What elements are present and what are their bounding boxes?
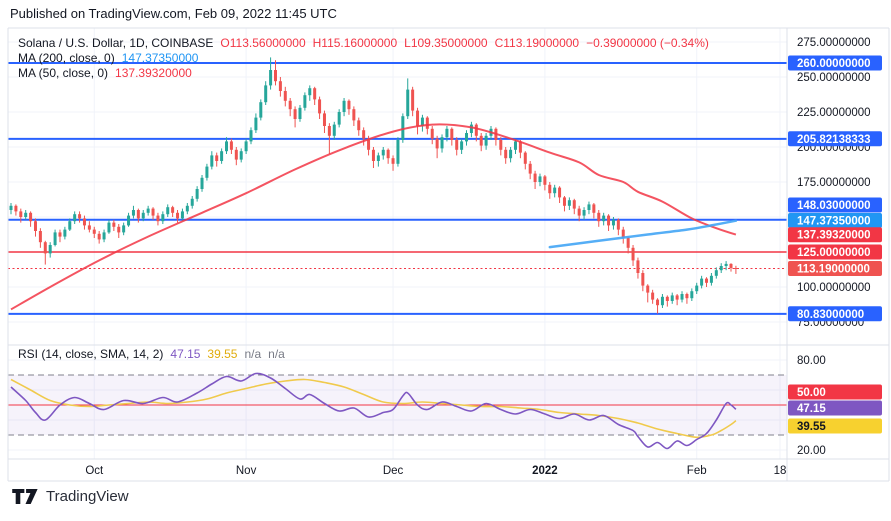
svg-text:125.00000000: 125.00000000 xyxy=(797,247,871,259)
ohlc-high: H115.16000000 xyxy=(312,36,398,50)
rsi-legend-row[interactable]: RSI (14, close, SMA, 14, 2) 47.15 39.55 … xyxy=(18,347,285,362)
svg-text:205.82138333: 205.82138333 xyxy=(797,134,871,146)
price-axis[interactable]: 275.00000000250.00000000225.00000000200.… xyxy=(797,37,871,457)
rsi-label: RSI (14, close, SMA, 14, 2) xyxy=(18,347,164,361)
svg-text:Nov: Nov xyxy=(236,465,257,477)
rsi-na-2: n/a xyxy=(268,347,285,361)
rsi-legend: RSI (14, close, SMA, 14, 2) 47.15 39.55 … xyxy=(18,347,285,362)
svg-text:Dec: Dec xyxy=(383,465,404,477)
svg-text:Oct: Oct xyxy=(85,465,104,477)
svg-text:80.00: 80.00 xyxy=(797,355,826,367)
ma50-legend-row[interactable]: MA (50, close, 0) 137.39320000 xyxy=(18,66,709,81)
ohlc-low: L109.35000000 xyxy=(404,36,488,50)
svg-text:137.39320000: 137.39320000 xyxy=(797,230,871,242)
svg-text:175.00000000: 175.00000000 xyxy=(797,177,871,189)
svg-text:100.00000000: 100.00000000 xyxy=(797,282,871,294)
tradingview-logo-icon xyxy=(12,489,38,504)
svg-text:260.00000000: 260.00000000 xyxy=(797,58,871,70)
chart-frame xyxy=(7,27,890,482)
svg-text:275.00000000: 275.00000000 xyxy=(797,37,871,49)
main-legend: Solana / U.S. Dollar, 1D, COINBASE O113.… xyxy=(18,36,709,81)
svg-text:20.00: 20.00 xyxy=(797,445,826,457)
level-lines xyxy=(8,62,787,315)
symbol-title: Solana / U.S. Dollar, 1D, COINBASE xyxy=(18,36,214,50)
tradingview-logo[interactable]: TradingView xyxy=(12,488,129,505)
ma200-legend-row[interactable]: MA (200, close, 0) 147.37350000 xyxy=(18,51,709,66)
axis-badges: 260.00000000 205.82138333 148.03000000 147.… xyxy=(788,55,882,434)
svg-text:18: 18 xyxy=(774,465,787,477)
ohlc-change: −0.39000000 (−0.34%) xyxy=(586,36,709,50)
svg-text:113.19000000: 113.19000000 xyxy=(797,264,870,276)
rsi-value: 47.15 xyxy=(170,347,201,361)
published-text: Published on TradingView.com, Feb 09, 20… xyxy=(10,6,337,21)
svg-text:225.00000000: 225.00000000 xyxy=(797,107,871,119)
svg-text:250.00000000: 250.00000000 xyxy=(797,72,871,84)
published-bar: Published on TradingView.com, Feb 09, 20… xyxy=(10,0,337,27)
svg-text:2022: 2022 xyxy=(532,465,558,477)
ma200-value: 147.37350000 xyxy=(121,51,199,65)
rsi-band xyxy=(8,374,787,436)
svg-text:47.15: 47.15 xyxy=(797,403,826,415)
ohlc-open: O113.56000000 xyxy=(220,36,306,50)
ma50-label: MA (50, close, 0) xyxy=(18,66,109,80)
svg-text:80.83000000: 80.83000000 xyxy=(797,309,864,321)
tradingview-wordmark: TradingView xyxy=(46,488,129,505)
symbol-legend-row[interactable]: Solana / U.S. Dollar, 1D, COINBASE O113.… xyxy=(18,36,709,51)
rsi-line xyxy=(10,372,737,450)
rsi-sma-value: 39.55 xyxy=(207,347,238,361)
ma200-label: MA (200, close, 0) xyxy=(18,51,115,65)
svg-text:147.37350000: 147.37350000 xyxy=(797,216,871,228)
svg-text:148.03000000: 148.03000000 xyxy=(797,200,871,212)
ma50-line xyxy=(10,123,737,311)
ohlc-close: C113.19000000 xyxy=(494,36,580,50)
svg-text:50.00: 50.00 xyxy=(797,387,826,399)
ma50-value: 137.39320000 xyxy=(115,66,192,80)
ma200-trendline xyxy=(548,219,738,249)
time-axis[interactable]: Oct Nov Dec 2022 Feb 18 xyxy=(85,465,786,477)
rsi-na-1: n/a xyxy=(244,347,262,361)
svg-text:39.55: 39.55 xyxy=(797,421,826,433)
svg-text:Feb: Feb xyxy=(687,465,707,477)
